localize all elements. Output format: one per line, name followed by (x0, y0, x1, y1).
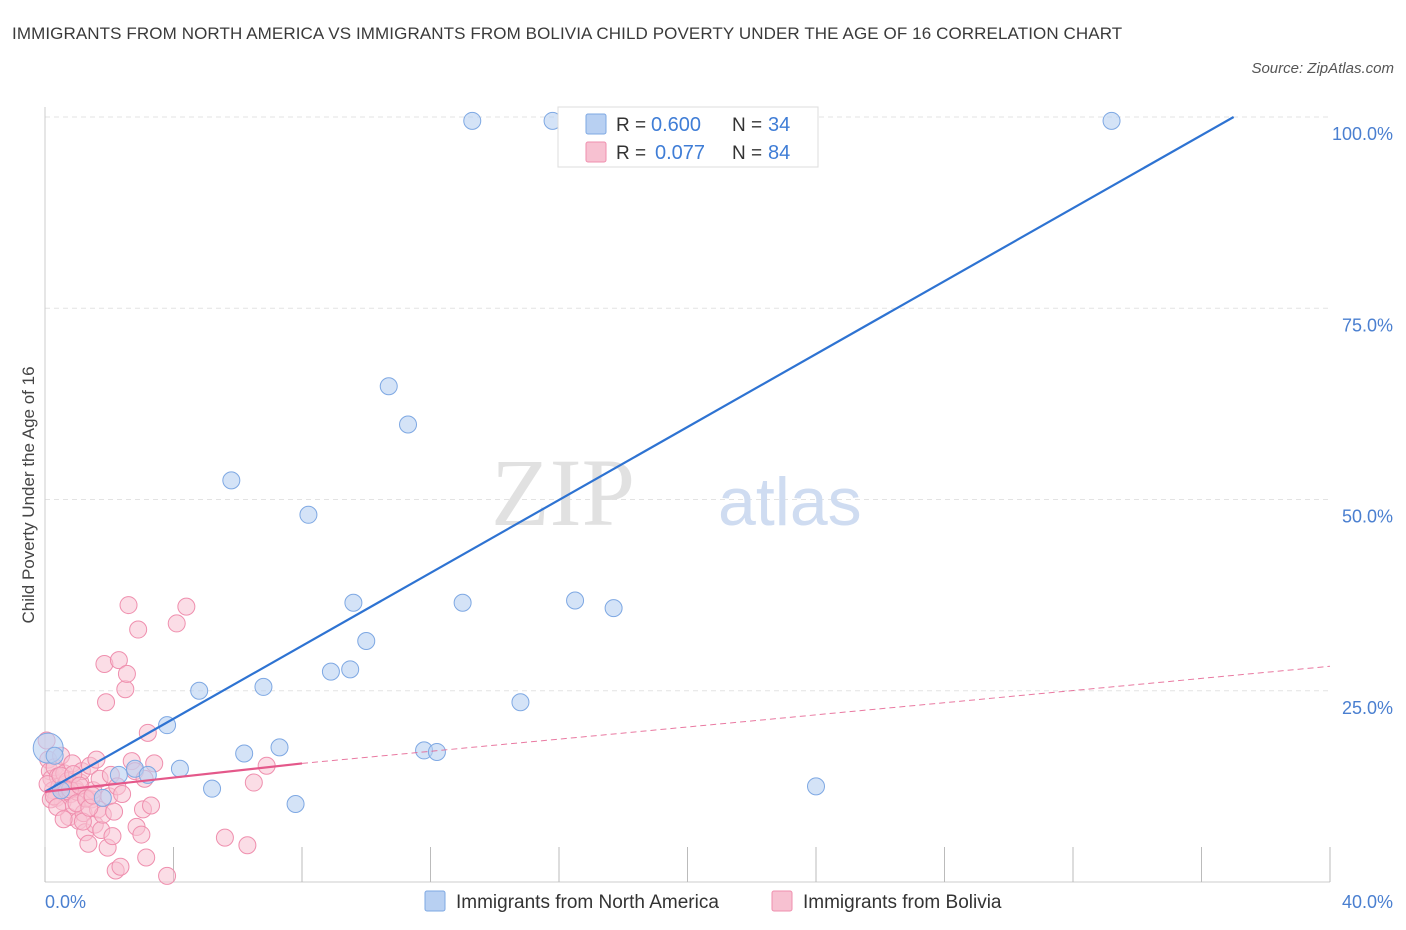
bolivia-point (215, 828, 234, 847)
x-tick-label-0: 0.0% (45, 892, 86, 912)
north-america-point (45, 746, 64, 765)
north-america-point (566, 591, 585, 610)
legend-n-value-0: 34 (768, 114, 790, 136)
bolivia-point (158, 866, 177, 885)
north-america-point (222, 471, 241, 490)
axes (44, 107, 1331, 883)
north-america-point (511, 693, 530, 712)
north-america-point (235, 744, 254, 763)
legend-r-value-0: 0.600 (651, 114, 701, 136)
north-america-point (427, 742, 446, 761)
north-america-trend-line (44, 116, 1235, 793)
bolivia-point (109, 651, 128, 670)
north-america-points (32, 111, 1121, 813)
legend-n-value-1: 84 (768, 142, 790, 164)
bottom-legend-label-bolivia: Immigrants from Bolivia (803, 892, 1002, 913)
north-america-point (93, 788, 112, 807)
bolivia-trend-line (44, 762, 303, 793)
north-america-point (109, 765, 128, 784)
bolivia-point (142, 796, 161, 815)
bolivia-point (117, 664, 136, 683)
north-america-point (604, 599, 623, 618)
north-america-point (379, 377, 398, 396)
legend-swatch-north-america (585, 113, 607, 135)
y-tick-label-0: 25.0% (1342, 698, 1393, 718)
north-america-point (357, 632, 376, 651)
bolivia-trend-line-extension (301, 665, 1331, 764)
bottom-legend-swatch-bolivia (771, 890, 793, 912)
north-america-point (170, 759, 189, 778)
bolivia-point (105, 802, 124, 821)
y-tick-labels: 25.0% 50.0% 75.0% 100.0% (1332, 124, 1393, 718)
bolivia-point (244, 773, 263, 792)
legend-n-label-1: N = (732, 143, 762, 164)
north-america-point (286, 794, 305, 813)
bolivia-point (79, 834, 98, 853)
stats-legend: R = 0.600 N = 34 R = 0.077 N = 84 (557, 106, 819, 168)
y-tick-label-1: 50.0% (1342, 507, 1393, 527)
bolivia-point (54, 810, 73, 829)
watermark-atlas: atlas (718, 464, 862, 540)
bolivia-point (103, 827, 122, 846)
y-tick-label-2: 75.0% (1342, 315, 1393, 335)
north-america-point (399, 415, 418, 434)
north-america-point (463, 111, 482, 130)
bolivia-point (113, 785, 132, 804)
bolivia-point (132, 825, 151, 844)
bottom-legend: Immigrants from North America Immigrants… (424, 890, 1002, 913)
x-tick-labels: 0.0% 40.0% (45, 892, 1393, 912)
bolivia-point (177, 597, 196, 616)
bolivia-point (116, 680, 135, 699)
north-america-point (341, 660, 360, 679)
bolivia-point (137, 848, 156, 867)
north-america-point (344, 593, 363, 612)
legend-r-value-1: 0.077 (655, 142, 705, 164)
watermark: ZIP atlas (491, 439, 862, 546)
bolivia-point (167, 614, 186, 633)
north-america-point (321, 662, 340, 681)
north-america-point (807, 777, 825, 796)
fit-lines (44, 116, 1331, 793)
bolivia-point (129, 620, 148, 639)
legend-swatch-bolivia (585, 141, 607, 163)
legend-r-label-1: R = (616, 143, 646, 164)
x-tick-label-1: 40.0% (1342, 892, 1393, 912)
legend-r-label-0: R = (616, 115, 646, 136)
north-america-point (203, 779, 222, 798)
legend-n-label-0: N = (732, 115, 762, 136)
bottom-legend-label-north-america: Immigrants from North America (456, 892, 719, 913)
chart-title: IMMIGRANTS FROM NORTH AMERICA VS IMMIGRA… (12, 24, 1123, 43)
source-label: Source: ZipAtlas.com (1251, 60, 1394, 77)
bolivia-point (119, 596, 138, 615)
grid-lines (45, 116, 1330, 692)
north-america-point (190, 681, 209, 700)
north-america-point (299, 505, 318, 524)
north-america-point (254, 677, 273, 696)
y-axis-label: Child Poverty Under the Age of 16 (19, 366, 38, 623)
bolivia-point (111, 857, 130, 876)
north-america-point (270, 738, 289, 757)
bottom-legend-swatch-north-america (424, 890, 446, 912)
y-tick-label-3: 100.0% (1332, 124, 1393, 144)
bolivia-point (97, 693, 116, 712)
north-america-point (453, 593, 472, 612)
north-america-point (1102, 111, 1121, 130)
bolivia-points (37, 596, 276, 885)
watermark-zip: ZIP (491, 439, 635, 546)
bolivia-point (238, 836, 257, 855)
